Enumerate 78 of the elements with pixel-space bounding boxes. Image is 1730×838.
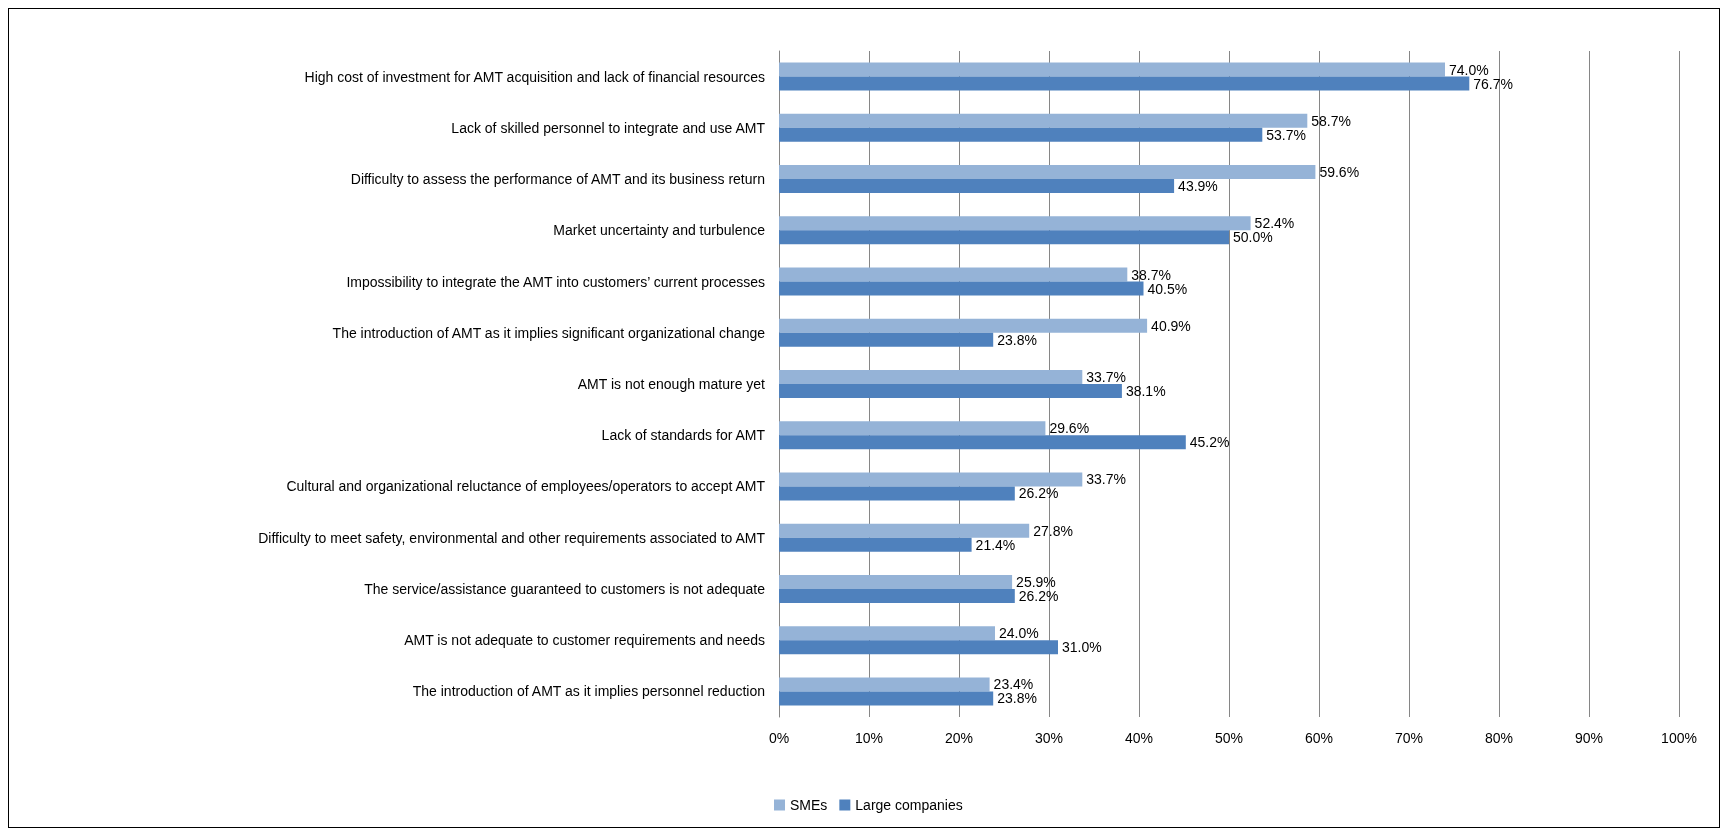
- x-tick-label: 80%: [1484, 730, 1514, 746]
- x-tick-label: 100%: [1661, 730, 1697, 746]
- bar: [779, 281, 1144, 296]
- bar: [779, 113, 1308, 128]
- data-label: 23.4%: [993, 676, 1034, 693]
- bar: [779, 523, 1030, 538]
- bar: [779, 62, 1445, 77]
- bar: [779, 165, 1316, 180]
- y-tick-label: AMT is not enough mature yet: [577, 376, 766, 392]
- data-label: 26.2%: [1018, 587, 1059, 604]
- data-label: 52.4%: [1254, 215, 1295, 232]
- bar: [779, 537, 972, 552]
- bar: [779, 127, 1263, 142]
- data-label: 76.7%: [1473, 75, 1513, 92]
- y-tick-label: Market uncertainty and turbulence: [553, 222, 766, 239]
- x-tick-label: 20%: [944, 730, 974, 746]
- x-tick-label: 10%: [854, 730, 884, 746]
- bar: [779, 691, 994, 706]
- bar: [779, 216, 1251, 231]
- bar: [779, 588, 1015, 603]
- bar: [779, 472, 1083, 487]
- bar: [779, 230, 1229, 245]
- x-tick-label: 0%: [768, 730, 790, 746]
- data-label: 23.8%: [997, 690, 1037, 707]
- data-label: 26.2%: [1018, 485, 1059, 502]
- bar: [779, 332, 994, 347]
- y-tick-label: The introduction of AMT as it implies personnel reduction: [412, 683, 765, 700]
- bar: [779, 677, 990, 692]
- bar: [779, 435, 1186, 450]
- bar: [779, 179, 1175, 194]
- legend-label: Large companies: [855, 797, 963, 813]
- bar: [779, 421, 1046, 436]
- data-label: 53.7%: [1266, 126, 1306, 143]
- data-label: 23.8%: [997, 331, 1037, 348]
- y-tick-label: The service/assistance guaranteed to customers is not adequate: [364, 580, 766, 597]
- data-label: 40.9%: [1151, 317, 1191, 334]
- y-tick-label: Lack of standards for AMT: [601, 427, 766, 444]
- data-label: 43.9%: [1178, 178, 1218, 195]
- y-tick-label: Difficulty to meet safety, environmental and other requirements associated to AMT: [258, 529, 766, 546]
- bar: [779, 384, 1122, 398]
- bar: [779, 626, 995, 641]
- data-label: 33.7%: [1086, 471, 1126, 488]
- y-tick-label: Impossibility to integrate the AMT into customers’ current processes: [346, 273, 765, 290]
- x-tick-label: 70%: [1394, 730, 1424, 746]
- data-label: 50.0%: [1233, 229, 1273, 246]
- x-tick-label: 50%: [1214, 730, 1244, 746]
- data-label: 21.4%: [975, 536, 1016, 553]
- data-label: 40.5%: [1147, 280, 1188, 297]
- data-label: 74.0%: [1449, 61, 1489, 78]
- data-label: 29.6%: [1049, 420, 1090, 437]
- x-tick-label: 40%: [1124, 730, 1154, 746]
- x-tick-label: 60%: [1304, 730, 1334, 746]
- bar: [779, 486, 1015, 501]
- y-tick-label: Difficulty to assess the performance of AMT and its business return: [350, 171, 765, 188]
- data-label: 31.0%: [1062, 639, 1102, 656]
- bar: [779, 76, 1470, 91]
- y-tick-label: Cultural and organizational reluctance of employees/operators to accept AMT: [286, 478, 766, 495]
- x-tick-label: 30%: [1034, 730, 1064, 746]
- data-label: 27.8%: [1033, 522, 1073, 539]
- data-label: 38.7%: [1131, 266, 1171, 283]
- data-label: 24.0%: [999, 625, 1039, 642]
- data-label: 25.9%: [1016, 573, 1056, 590]
- bar: [779, 574, 1013, 589]
- data-label: 33.7%: [1086, 369, 1126, 385]
- y-tick-label: AMT is not adequate to customer requirements and needs: [404, 632, 765, 649]
- data-label: 58.7%: [1311, 112, 1351, 129]
- legend-label: SMEs: [790, 797, 828, 813]
- data-label: 38.1%: [1125, 383, 1166, 399]
- bar: [779, 318, 1148, 333]
- bar: [779, 267, 1128, 282]
- data-label: 59.6%: [1319, 164, 1360, 181]
- y-tick-label: Lack of skilled personnel to integrate and use AMT: [451, 119, 766, 136]
- y-tick-label: High cost of investment for AMT acquisition and lack of financial resources: [304, 68, 765, 85]
- x-tick-label: 90%: [1574, 730, 1604, 746]
- data-label: 45.2%: [1189, 434, 1230, 451]
- y-tick-label: The introduction of AMT as it implies significant organizational change: [332, 324, 766, 341]
- bar: [779, 370, 1083, 384]
- bar: [779, 640, 1058, 655]
